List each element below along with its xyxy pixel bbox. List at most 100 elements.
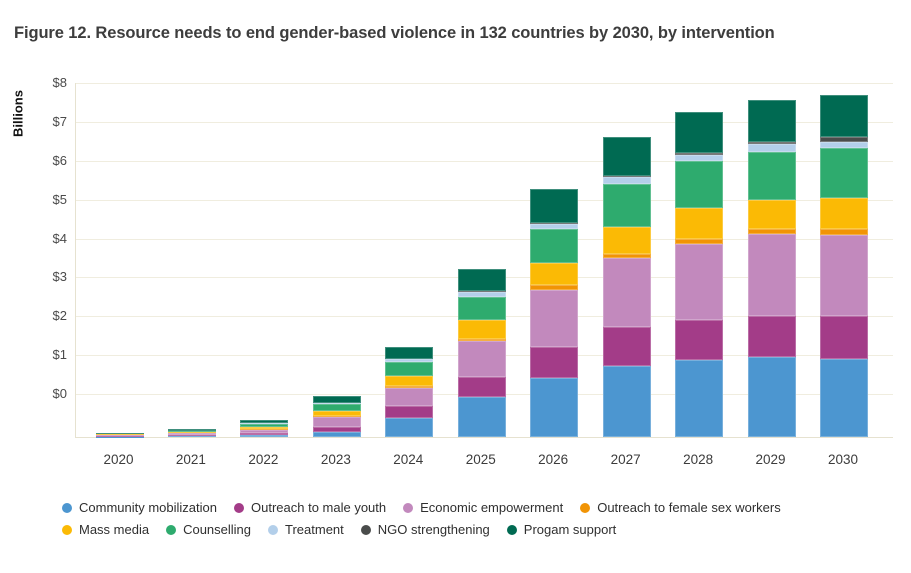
legend-label: Progam support — [523, 522, 617, 537]
bar-segment — [530, 188, 579, 223]
bar-segment — [167, 430, 216, 432]
bar-segment — [675, 243, 724, 321]
bar-segment — [312, 404, 361, 411]
bar-segment — [820, 228, 868, 235]
gridline-4 — [76, 238, 893, 240]
bar-segment — [312, 417, 361, 427]
legend-dot-icon — [234, 502, 244, 513]
bar-2024 — [385, 346, 434, 437]
y-tick-label: $8 — [52, 75, 67, 90]
legend-label: Treatment — [285, 522, 344, 537]
legend-row-1: Community mobilization Outreach to male y… — [62, 500, 902, 515]
gridline-6 — [76, 160, 893, 162]
gridline-7 — [76, 121, 893, 123]
bar-segment — [602, 183, 651, 227]
legend-item: Counselling — [166, 522, 251, 537]
bar-segment — [457, 377, 506, 397]
bar-segment — [602, 176, 651, 178]
bar-segment — [95, 434, 144, 436]
x-label-2020: 2020 — [103, 452, 134, 467]
bar-segment — [240, 426, 289, 429]
legend-label: NGO strengthening — [377, 522, 490, 537]
bar-segment — [820, 95, 868, 138]
bar-segment — [747, 316, 796, 357]
legend-dot-icon — [166, 524, 177, 535]
legend-item: Economic empowerment — [403, 500, 563, 515]
bar-segment — [312, 403, 361, 404]
bar-2026 — [530, 188, 579, 437]
bar-segment — [457, 292, 506, 298]
bar-segment — [747, 228, 796, 235]
bar-segment — [530, 285, 579, 291]
bar-segment — [530, 223, 579, 230]
bar-2030 — [820, 95, 868, 437]
bar-segment — [602, 253, 651, 258]
bar-segment — [820, 358, 868, 437]
x-label-2021: 2021 — [175, 452, 206, 467]
x-label-2025: 2025 — [465, 452, 496, 467]
legend-row-2: Mass media Counselling Treatment NGO streng… — [62, 522, 902, 537]
bar-segment — [385, 386, 434, 388]
bar-segment — [820, 316, 868, 359]
bar-segment — [385, 346, 434, 359]
bar-segment — [312, 431, 361, 437]
bar-segment — [602, 257, 651, 327]
legend: Community mobilization Outreach to male y… — [62, 500, 902, 537]
legend-item: Treatment — [268, 522, 344, 537]
bar-segment — [385, 375, 434, 387]
bar-segment — [675, 238, 724, 244]
plot-area — [75, 83, 893, 438]
bar-segment — [167, 429, 216, 431]
legend-dot-icon — [268, 524, 279, 535]
legend-item: Community mobilization — [62, 500, 217, 515]
bar-2027 — [602, 136, 651, 437]
legend-label: Economic empowerment — [420, 500, 564, 515]
bar-2028 — [675, 111, 724, 437]
bar-segment — [675, 155, 724, 162]
x-label-2022: 2022 — [248, 452, 279, 467]
bar-segment — [820, 148, 868, 198]
x-label-2026: 2026 — [538, 452, 569, 467]
bar-segment — [820, 141, 868, 149]
bar-segment — [820, 137, 868, 142]
x-label-2030: 2030 — [827, 452, 859, 467]
bar-segment — [240, 419, 289, 424]
x-label-2028: 2028 — [683, 452, 714, 467]
bar-segment — [602, 136, 651, 177]
bar-segment — [675, 207, 724, 239]
bar-segment — [385, 361, 434, 376]
gridline-8 — [76, 83, 893, 84]
gridline-5 — [76, 199, 893, 201]
bar-segment — [457, 338, 506, 342]
x-label-2027: 2027 — [610, 452, 641, 467]
bar-segment — [167, 434, 216, 436]
legend-dot-icon — [62, 524, 72, 535]
bar-2020 — [95, 432, 144, 437]
legend-dot-icon — [506, 524, 517, 535]
legend-item: Outreach to male youth — [234, 500, 386, 515]
legend-dot-icon — [62, 502, 72, 513]
bar-segment — [747, 234, 796, 317]
y-tick-label: $0 — [52, 386, 67, 401]
bar-segment — [530, 222, 579, 224]
bar-segment — [747, 143, 796, 153]
bar-segment — [675, 360, 724, 437]
bar-segment — [747, 99, 796, 143]
bar-segment — [312, 426, 361, 432]
bar-segment — [675, 161, 724, 208]
bar-segment — [747, 199, 796, 229]
bar-segment — [312, 395, 361, 404]
bar-2025 — [457, 268, 506, 437]
bar-segment — [95, 435, 144, 437]
bar-segment — [602, 365, 651, 437]
bar-segment — [530, 229, 579, 263]
y-tick-label: $3 — [52, 269, 67, 285]
bar-segment — [602, 177, 651, 184]
legend-label: Community mobilization — [79, 500, 217, 515]
bar-segment — [312, 410, 361, 417]
x-label-2024: 2024 — [393, 452, 424, 467]
x-label-2023: 2023 — [320, 452, 351, 467]
bar-segment — [457, 320, 506, 339]
y-tick-label: $4 — [52, 230, 67, 246]
